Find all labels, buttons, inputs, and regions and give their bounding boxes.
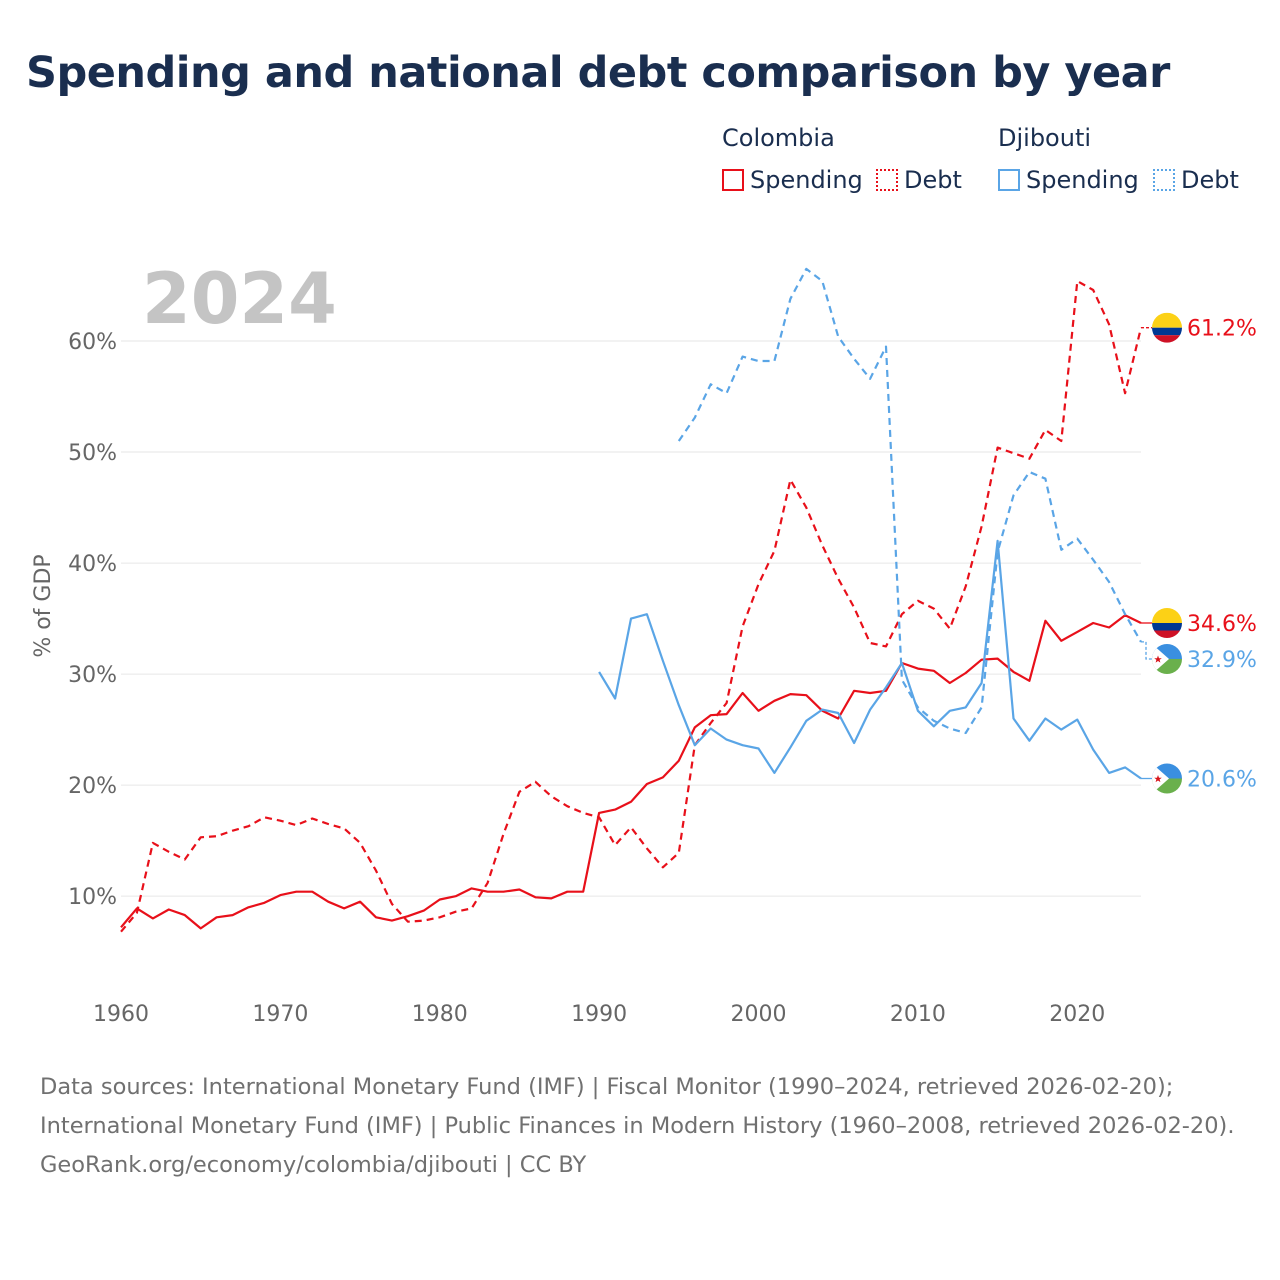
djibouti-flag-icon (1152, 763, 1182, 794)
series-line-colombia-debt[interactable] (120, 280, 1143, 933)
data-sources: Data sources: International Monetary Fun… (40, 1074, 1235, 1139)
x-tick-label: 2000 (731, 1002, 787, 1027)
y-axis: 10% 20% 30% 40% 50% 60% (68, 330, 117, 910)
series-line-djibouti-spending[interactable] (598, 539, 1142, 780)
end-connector (1141, 641, 1152, 660)
y-tick-label: 40% (68, 552, 117, 577)
djibouti-flag-icon (1152, 644, 1182, 674)
legend-group-djibouti: Djibouti (998, 124, 1092, 152)
legend-swatch-dotted (876, 169, 898, 191)
end-labels: 34.6% 61.2% 20.6% 32.9% (1141, 312, 1257, 794)
legend-item-colombia-spending[interactable]: Spending (722, 166, 863, 194)
series-lines (120, 267, 1143, 933)
legend-label: Spending (750, 166, 863, 194)
legend-label: Spending (1026, 166, 1139, 194)
legend-swatch-solid (998, 169, 1020, 191)
footer: Data sources: International Monetary Fun… (40, 1068, 1240, 1185)
legend-swatch-solid (722, 169, 744, 191)
x-tick-label: 1980 (412, 1002, 468, 1027)
y-axis-label: % of GDP (31, 554, 56, 657)
x-axis: 1960 1970 1980 1990 2000 2010 2020 (93, 1002, 1105, 1027)
x-tick-label: 2020 (1049, 1002, 1105, 1027)
credit-link[interactable]: GeoRank.org/economy/colombia/djibouti | … (40, 1152, 587, 1178)
y-tick-label: 20% (68, 774, 117, 799)
legend-group-colombia: Colombia (722, 124, 835, 152)
chart-title: Spending and national debt comparison by… (26, 48, 1170, 98)
legend-item-djibouti-debt[interactable]: Debt (1153, 166, 1239, 194)
colombia-flag-icon (1152, 312, 1182, 343)
y-tick-label: 50% (68, 441, 117, 466)
legend-item-djibouti-spending[interactable]: Spending (998, 166, 1139, 194)
y-tick-label: 10% (68, 885, 117, 910)
line-chart: 2024 10% 20% 30% 40% 50% 60% 1960 1970 1980 1990… (31, 258, 1257, 1027)
x-tick-label: 1970 (252, 1002, 308, 1027)
year-label: 2024 (142, 258, 337, 340)
y-tick-label: 60% (68, 330, 117, 355)
y-tick-label: 30% (68, 663, 117, 688)
end-value-label: 61.2% (1187, 317, 1257, 342)
legend-item-colombia-debt[interactable]: Debt (876, 166, 962, 194)
legend-label: Debt (1181, 166, 1239, 194)
colombia-flag-icon (1152, 608, 1182, 638)
series-line-colombia-spending[interactable] (120, 614, 1142, 930)
end-value-label: 32.9% (1187, 648, 1257, 673)
legend-label: Debt (904, 166, 962, 194)
end-value-label: 20.6% (1187, 768, 1257, 793)
series-line-djibouti-debt[interactable] (677, 267, 1142, 735)
end-value-label: 34.6% (1187, 612, 1257, 637)
x-tick-label: 2010 (890, 1002, 946, 1027)
x-tick-label: 1960 (93, 1002, 149, 1027)
legend-swatch-dotted (1153, 169, 1175, 191)
x-tick-label: 1990 (571, 1002, 627, 1027)
